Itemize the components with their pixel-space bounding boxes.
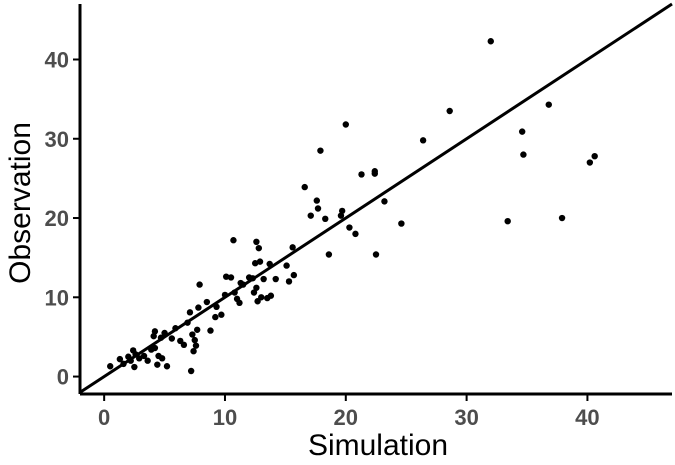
y-tick-label: 10 [45, 285, 69, 310]
data-point [239, 281, 247, 288]
data-point [127, 357, 134, 364]
data-point [504, 217, 511, 225]
data-point [186, 309, 194, 316]
data-point [218, 311, 225, 318]
data-point [314, 205, 322, 212]
data-point [163, 363, 171, 370]
data-point [203, 298, 211, 306]
data-point [195, 304, 202, 311]
data-point [586, 159, 594, 166]
x-tick-label: 10 [213, 405, 237, 430]
data-point [151, 344, 159, 352]
data-point [161, 329, 168, 337]
x-tick-label: 20 [334, 405, 358, 430]
data-point [140, 352, 148, 360]
data-point [272, 275, 279, 283]
data-point [398, 220, 405, 227]
plot-area [79, 2, 673, 394]
data-point [520, 151, 527, 158]
data-point [253, 238, 260, 246]
data-point [289, 244, 296, 251]
data-point [371, 168, 378, 175]
data-point [107, 363, 114, 370]
y-axis-title: Observation [4, 122, 37, 284]
data-point [249, 275, 256, 282]
data-point [352, 230, 359, 238]
x-tick-label: 40 [575, 405, 599, 430]
data-point [213, 303, 220, 311]
data-point [267, 292, 275, 299]
data-point [346, 224, 353, 231]
data-point [222, 273, 230, 280]
x-tick-label: 30 [454, 405, 478, 430]
data-point [196, 281, 203, 288]
data-point [322, 215, 329, 223]
y-tick-label: 0 [57, 365, 69, 390]
data-point [301, 183, 308, 191]
data-point [212, 313, 219, 321]
data-point [307, 212, 314, 219]
data-point [446, 107, 453, 115]
data-point [236, 299, 243, 307]
data-point [116, 355, 124, 363]
data-point [251, 260, 259, 267]
data-point [189, 331, 196, 338]
data-point [372, 251, 380, 258]
data-point [342, 121, 349, 128]
data-point [317, 147, 324, 154]
data-point [131, 363, 138, 371]
data-point [487, 38, 494, 45]
y-tick-label: 20 [45, 206, 69, 231]
data-point [227, 274, 235, 281]
data-point [325, 251, 333, 258]
data-point [144, 357, 151, 364]
data-point [358, 171, 365, 178]
data-point [338, 207, 346, 215]
data-point [187, 367, 195, 375]
data-point [313, 197, 320, 204]
data-point [260, 275, 267, 283]
data-point [266, 260, 273, 268]
data-point [154, 361, 161, 368]
data-point [221, 291, 229, 299]
data-point [157, 334, 165, 341]
data-point [231, 289, 238, 296]
axes: 0 10 20 30 40 0 10 20 30 40 [45, 4, 672, 430]
data-point [193, 326, 201, 333]
data-point [285, 278, 293, 285]
data-point [419, 137, 427, 144]
data-point [158, 355, 166, 362]
y-tick-label: 30 [45, 127, 69, 152]
data-point [230, 237, 237, 244]
y-tick-label: 40 [45, 47, 69, 72]
x-tick-label: 0 [98, 405, 110, 430]
data-point [256, 258, 264, 265]
data-point [381, 198, 388, 205]
data-point [120, 360, 127, 368]
data-point [290, 271, 298, 279]
data-point [283, 262, 290, 269]
data-point [258, 294, 265, 301]
data-point [151, 328, 159, 335]
data-point [168, 335, 176, 342]
data-point [190, 347, 197, 355]
data-point [545, 101, 552, 108]
data-point [172, 325, 179, 332]
data-point [136, 355, 143, 362]
data-point [191, 336, 198, 344]
data-point [207, 327, 214, 334]
data-point [591, 152, 598, 160]
identity-line [79, 2, 673, 394]
data-point [180, 341, 188, 349]
data-point [184, 319, 191, 326]
data-point [192, 342, 200, 349]
data-point [250, 289, 258, 296]
data-point [253, 284, 260, 291]
x-axis-title: Simulation [308, 429, 448, 460]
data-point [518, 128, 526, 135]
data-point [255, 244, 263, 252]
data-point [558, 214, 566, 222]
